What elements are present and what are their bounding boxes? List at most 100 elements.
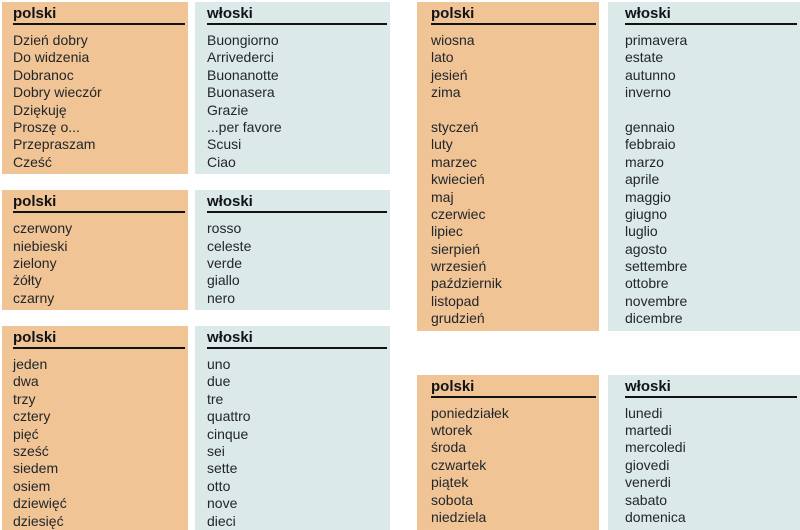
polish-header: polski xyxy=(13,327,185,350)
vocab-row-italian: cinque xyxy=(207,425,249,442)
italian-header: włoski xyxy=(207,191,387,214)
vocab-row-polish: listopad xyxy=(431,292,480,309)
vocab-row-polish: Dziękuję xyxy=(13,101,67,118)
vocab-row-italian: quattro xyxy=(207,408,251,425)
vocab-row-italian: martedi xyxy=(625,422,672,439)
vocab-row-italian: due xyxy=(207,373,231,390)
vocab-row-polish: wtorek xyxy=(431,422,473,439)
italian-column: włoski primavera estate autunno inverno genn… xyxy=(608,2,800,331)
vocab-row-polish: grudzień xyxy=(431,310,485,327)
vocab-row-polish: marzec xyxy=(431,153,477,170)
vocab-row-italian: mercoledi xyxy=(625,439,686,456)
polish-column: polski czerwony niebieski zielony żółty czar… xyxy=(2,190,188,311)
vocab-table-greetings: polski Dzień dobry Do widzenia Dobranoc Dob… xyxy=(2,2,390,175)
italian-column: włoski Buongiorno Arrivederci Buonanotte Bu… xyxy=(195,2,390,175)
polish-column: polski poniedziałek wtorek środa czwartek pi… xyxy=(417,374,599,530)
vocab-table-days: polski poniedziałek wtorek środa czwartek pi… xyxy=(417,374,800,530)
vocab-row-italian: marzo xyxy=(625,153,664,170)
vocab-row-polish: dwa xyxy=(13,373,39,390)
polish-words-list: wiosna lato jesień zima styczeń luty marzec kwi… xyxy=(431,25,599,328)
italian-words-list: lunedi martedi mercoledi giovedi venerdi saba… xyxy=(625,398,800,527)
vocab-row-polish: Do widzenia xyxy=(13,49,90,66)
left-page-column: polski Dzień dobry Do widzenia Dobranoc Dob… xyxy=(2,2,390,530)
vocab-row-italian: nove xyxy=(207,495,238,512)
vocab-row-polish: trzy xyxy=(13,390,36,407)
vocab-row-polish: czerwony xyxy=(13,220,73,237)
vocab-row-polish: poniedziałek xyxy=(431,404,509,421)
vocab-row-italian: Arrivederci xyxy=(207,49,274,66)
vocab-row-italian: sette xyxy=(207,460,238,477)
vocab-row-polish: Cześć xyxy=(13,153,52,170)
vocab-row-italian: Scusi xyxy=(207,136,242,153)
vocab-row-italian: giallo xyxy=(207,272,240,289)
vocab-row-polish: zima xyxy=(431,84,461,101)
vocab-table-colors: polski czerwony niebieski zielony żółty czar… xyxy=(2,190,390,311)
vocab-row-polish: siedem xyxy=(13,460,59,477)
italian-words-list: primavera estate autunno inverno gennaio febb… xyxy=(625,25,800,328)
vocab-row-polish: wiosna xyxy=(431,32,475,48)
vocab-row-polish: dziesięć xyxy=(13,512,64,529)
vocab-row-italian: Ciao xyxy=(207,153,236,170)
vocab-row-italian: aprile xyxy=(625,171,660,188)
vocab-row-italian: Grazie xyxy=(207,101,249,118)
italian-header: włoski xyxy=(625,376,797,398)
vocab-row-italian: Buongiorno xyxy=(207,32,279,48)
vocab-row-italian: febbraio xyxy=(625,136,676,153)
polish-words-list: jeden dwa trzy cztery pięć sześć siedem osiem dz… xyxy=(13,349,188,530)
vocab-row-polish: czarny xyxy=(13,289,55,306)
polish-column: polski Dzień dobry Do widzenia Dobranoc Dob… xyxy=(2,2,188,175)
italian-header: włoski xyxy=(625,3,797,25)
vocab-table-numbers: polski jeden dwa trzy cztery pięć sześć siedem… xyxy=(2,326,390,530)
vocab-row-polish: jesień xyxy=(431,66,468,83)
vocab-row-italian: gennaio xyxy=(625,118,675,135)
vocab-row-italian: otto xyxy=(207,477,231,494)
italian-column: włoski lunedi martedi mercoledi giovedi vene… xyxy=(608,374,800,530)
vocab-row-polish: Dzień dobry xyxy=(13,32,88,48)
italian-header: włoski xyxy=(207,3,387,25)
vocab-row-italian: celeste xyxy=(207,237,252,254)
italian-words-list: uno due tre quattro cinque sei sette otto nove di… xyxy=(207,349,390,530)
vocab-row-italian: sei xyxy=(207,443,225,460)
vocab-row-polish: luty xyxy=(431,136,453,153)
italian-column: włoski rosso celeste verde giallo nero xyxy=(195,190,390,311)
vocab-row-italian: sabato xyxy=(625,491,668,508)
polish-words-list: Dzień dobry Do widzenia Dobranoc Dobry wiec… xyxy=(13,25,188,171)
vocab-row-polish: jeden xyxy=(13,356,48,373)
polish-words-list: czerwony niebieski zielony żółty czarny xyxy=(13,213,188,307)
vocab-row-polish: dziewięć xyxy=(13,495,67,512)
polish-header: polski xyxy=(431,376,596,398)
italian-words-list: Buongiorno Arrivederci Buonanotte Buonasera… xyxy=(207,25,390,171)
vocab-row-polish: pięć xyxy=(13,425,39,442)
vocab-row-italian: inverno xyxy=(625,84,671,101)
italian-column: włoski uno due tre quattro cinque sei sette ott… xyxy=(195,326,390,530)
vocab-row-polish: sierpień xyxy=(431,240,481,257)
polish-header: polski xyxy=(431,3,596,25)
vocab-row-polish: czwartek xyxy=(431,456,487,473)
polish-column: polski jeden dwa trzy cztery pięć sześć siedem… xyxy=(2,326,188,530)
vocab-row-italian: ...per favore xyxy=(207,118,282,135)
vocab-row-italian: uno xyxy=(207,356,231,373)
vocab-row-polish: żółty xyxy=(13,272,42,289)
right-page-column: polski wiosna lato jesień zima styczeń luty ma… xyxy=(417,2,800,530)
vocab-row-italian: dicembre xyxy=(625,310,683,327)
vocab-row-italian: estate xyxy=(625,49,664,66)
vocab-row-italian: ottobre xyxy=(625,275,669,292)
vocab-row-polish: Dobry wieczór xyxy=(13,84,102,101)
vocab-row-italian: tre xyxy=(207,390,224,407)
vocab-row-italian: nero xyxy=(207,289,236,306)
vocab-row-italian: agosto xyxy=(625,240,668,257)
vocab-row-polish: styczeń xyxy=(431,118,479,135)
polish-header: polski xyxy=(13,3,185,25)
vocab-row-polish: niedziela xyxy=(431,508,487,525)
vocab-row-polish: cztery xyxy=(13,408,51,425)
italian-words-list: rosso celeste verde giallo nero xyxy=(207,213,390,307)
vocab-row-polish: środa xyxy=(431,439,467,456)
vocab-row-italian: novembre xyxy=(625,292,688,309)
vocab-row-polish: Dobranoc xyxy=(13,66,74,83)
vocab-row-polish: czerwiec xyxy=(431,205,486,222)
vocab-row-italian: venerdi xyxy=(625,474,671,491)
vocab-row-polish: lato xyxy=(431,49,454,66)
vocab-row-polish: lipiec xyxy=(431,223,463,240)
polish-words-list: poniedziałek wtorek środa czwartek piątek sob… xyxy=(431,398,599,527)
vocab-row-italian: luglio xyxy=(625,223,658,240)
